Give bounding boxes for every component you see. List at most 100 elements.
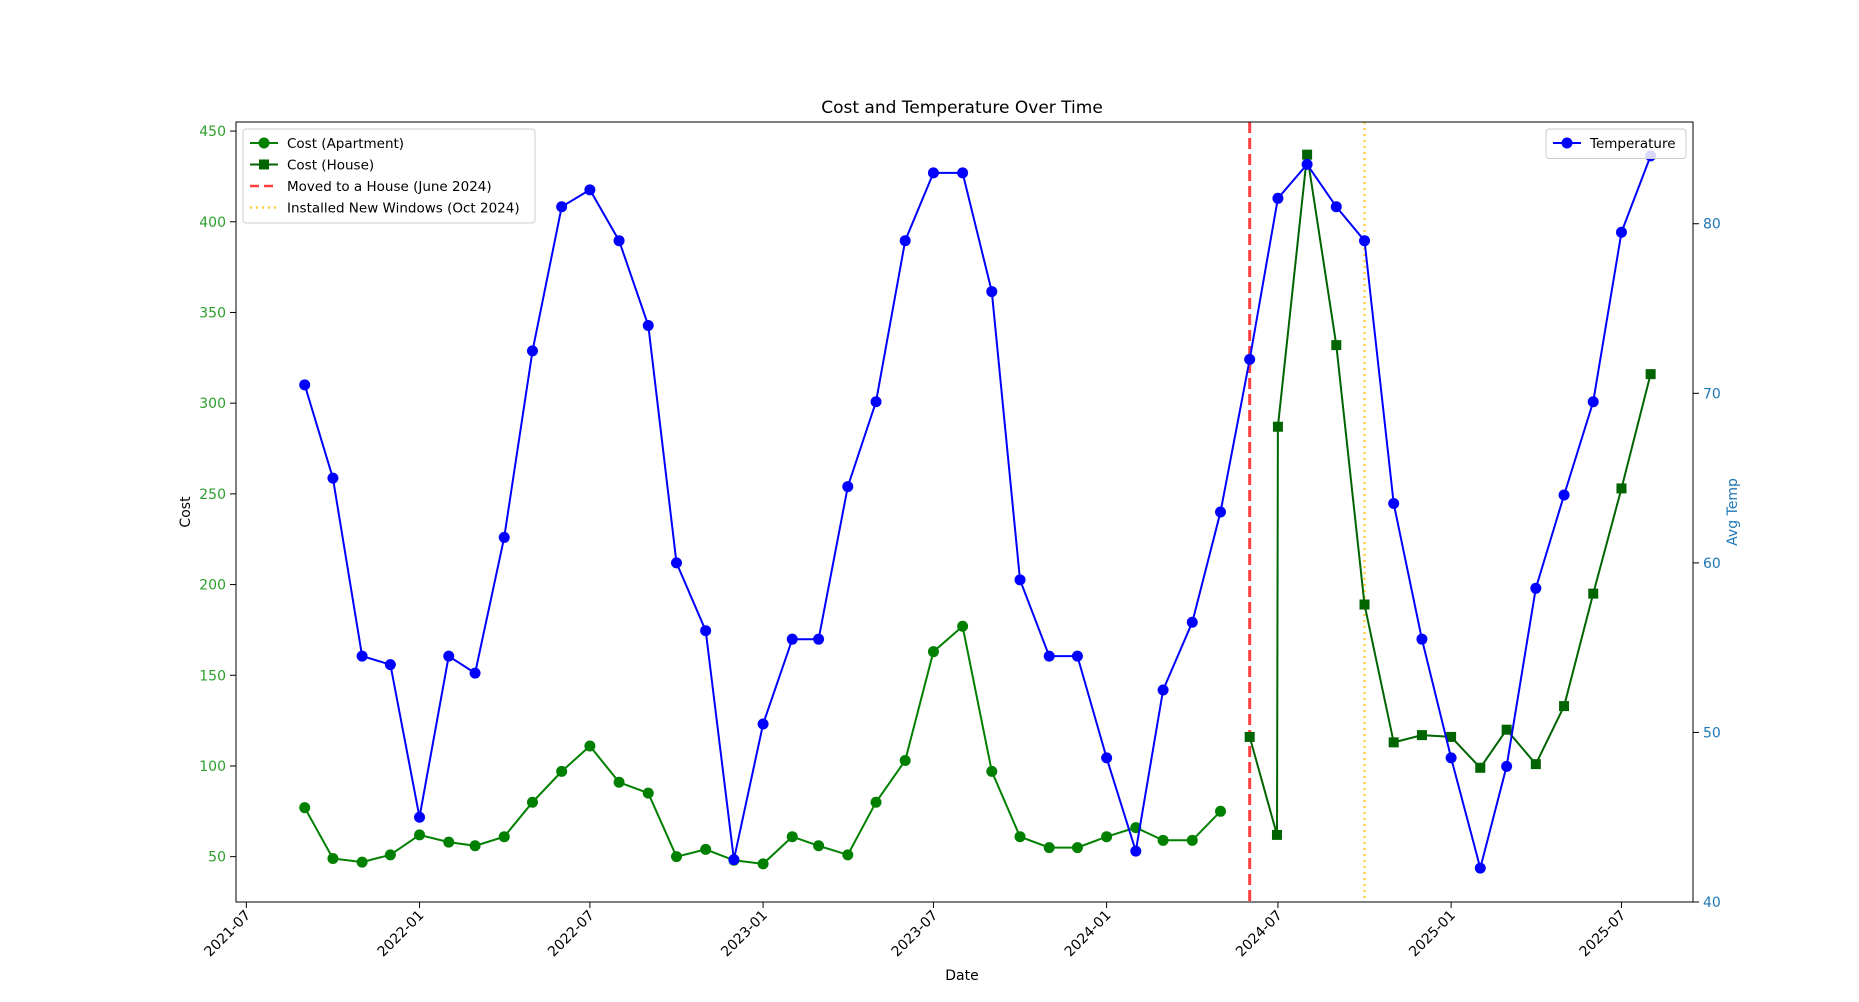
data-point [1101, 752, 1113, 764]
data-point [1244, 731, 1255, 742]
data-point [613, 235, 625, 247]
data-point [986, 765, 998, 777]
data-point [556, 765, 568, 777]
data-point [670, 557, 682, 569]
x-tick-label: 2025-07 [1577, 908, 1630, 961]
legend-label: Cost (Apartment) [287, 136, 404, 152]
y-axis-left: 50 100 150 200 250 300 350 400 450 [199, 124, 236, 866]
legend-item: Installed New Windows (Oct 2024) [250, 201, 520, 217]
legend-label: Cost (House) [287, 158, 374, 174]
data-point [927, 646, 939, 658]
legend-label: Installed New Windows (Oct 2024) [287, 201, 520, 217]
series-line [1248, 154, 1652, 836]
x-axis: 2021-07 2022-01 2022-07 2023-01 2023-07 2024-… [202, 902, 1630, 961]
data-point [842, 481, 854, 493]
data-point [1301, 158, 1313, 170]
legend-right: Temperature [1545, 128, 1687, 159]
data-point [786, 831, 798, 843]
plot-frame [235, 121, 1694, 903]
data-point [813, 633, 825, 645]
data-point [757, 718, 769, 730]
series-cost-apartment [299, 620, 1227, 870]
data-point [1157, 834, 1169, 846]
series-cost-house [1244, 149, 1656, 840]
data-point [327, 472, 339, 484]
event-lines [1248, 122, 1366, 902]
data-point [414, 829, 426, 841]
data-point [899, 755, 911, 767]
data-point [842, 849, 854, 861]
data-point [700, 843, 712, 855]
data-point [613, 776, 625, 788]
x-tick-label: 2025-01 [1406, 908, 1459, 961]
data-point [1215, 506, 1227, 518]
data-point [1271, 829, 1282, 840]
data-point [356, 650, 368, 662]
data-point [1588, 588, 1599, 599]
data-point [1445, 752, 1457, 764]
data-point [1475, 762, 1486, 773]
data-point [259, 159, 269, 170]
x-tick-label: 2021-07 [202, 908, 255, 961]
legend-item: Cost (House) [250, 158, 374, 174]
data-point [498, 831, 510, 843]
legend-item: Temperature [1553, 136, 1676, 152]
data-point [556, 201, 568, 213]
legend-label: Moved to a House (June 2024) [287, 179, 492, 195]
data-point [957, 167, 969, 179]
data-point [1416, 730, 1427, 741]
y-left-tick-label: 450 [199, 124, 226, 140]
data-point [384, 659, 396, 671]
x-tick-label: 2024-01 [1062, 908, 1115, 961]
data-point [642, 787, 654, 799]
y-left-tick-label: 400 [199, 215, 226, 231]
legend-box [1545, 128, 1687, 159]
x-tick-label: 2024-07 [1233, 908, 1286, 961]
data-point [1330, 201, 1342, 213]
data-point [1186, 834, 1198, 846]
legend-label: Temperature [1589, 136, 1676, 152]
data-point [1071, 650, 1083, 662]
y-left-tick-label: 250 [199, 487, 226, 503]
y-left-tick-label: 150 [199, 668, 226, 684]
data-point [1215, 805, 1227, 817]
y-right-tick-label: 70 [1703, 386, 1721, 402]
y-left-tick-label: 100 [199, 759, 226, 775]
data-point [584, 184, 596, 196]
legend-item: Moved to a House (June 2024) [250, 179, 492, 195]
y-left-tick-label: 50 [208, 850, 226, 866]
data-point [469, 667, 481, 679]
data-point [1272, 421, 1283, 432]
data-point [1501, 724, 1512, 735]
data-point [1014, 574, 1026, 586]
x-tick-label: 2023-07 [889, 908, 942, 961]
data-point [1244, 353, 1256, 365]
data-point [786, 633, 798, 645]
data-point [1101, 831, 1113, 843]
data-point [443, 650, 455, 662]
data-point [1130, 845, 1142, 857]
data-point [1071, 842, 1083, 854]
y-right-tick-label: 40 [1703, 895, 1721, 911]
data-point [986, 286, 998, 298]
data-point [642, 319, 654, 331]
data-point [1616, 483, 1627, 494]
legend-box [242, 128, 536, 224]
data-point [1446, 731, 1457, 742]
data-point [870, 396, 882, 408]
data-point [813, 840, 825, 852]
x-axis-label: Date [945, 968, 978, 984]
data-point [1559, 701, 1570, 712]
data-point [927, 167, 939, 179]
data-point [1359, 235, 1371, 247]
data-point [1014, 831, 1026, 843]
data-point [526, 796, 538, 808]
data-point [700, 625, 712, 637]
legend-left: Cost (Apartment) Cost (House) Moved to a H… [242, 128, 536, 224]
y-left-tick-label: 350 [199, 305, 226, 321]
data-point [1558, 489, 1570, 501]
data-point [443, 836, 455, 848]
data-point [870, 796, 882, 808]
x-tick-label: 2023-01 [718, 908, 771, 961]
